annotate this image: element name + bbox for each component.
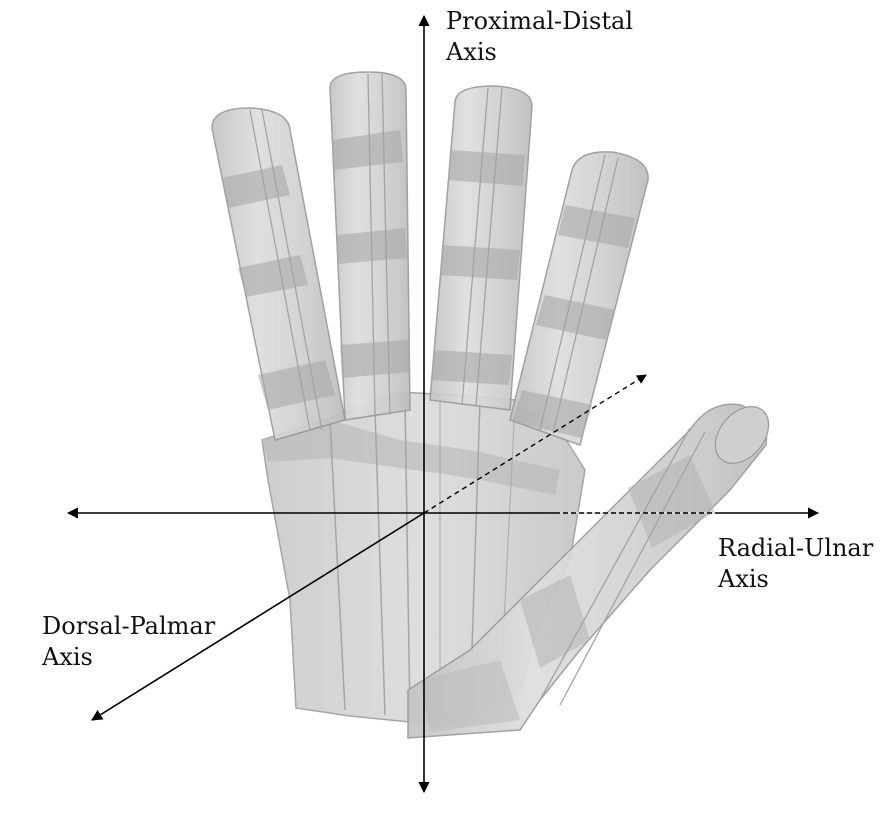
finger-little [509, 151, 649, 446]
dorsal-palmar-axis-hidden [423, 374, 647, 514]
finger-ring [429, 85, 533, 411]
radial-ulnar-axis-label: Radial-Ulnar Axis [718, 533, 873, 595]
dorsal-palmar-axis-label: Dorsal-Palmar Axis [42, 611, 215, 673]
dorsal-palmar-axis [91, 512, 425, 721]
axes [66, 14, 820, 794]
thumb [407, 403, 770, 739]
proximal-distal-axis-label: Proximal-Distal Axis [446, 6, 633, 68]
finger-middle [329, 71, 411, 421]
radial-ulnar-label-line1: Radial-Ulnar [718, 534, 874, 562]
dorsal-palmar-label-line2: Axis [42, 643, 93, 671]
proximal-distal-label-line1: Proximal-Distal [446, 7, 633, 35]
proximal-distal-label-line2: Axis [446, 38, 497, 66]
finger-index [211, 107, 346, 441]
radial-ulnar-label-line2: Axis [718, 565, 769, 593]
dorsal-palmar-label-line1: Dorsal-Palmar [42, 612, 216, 640]
